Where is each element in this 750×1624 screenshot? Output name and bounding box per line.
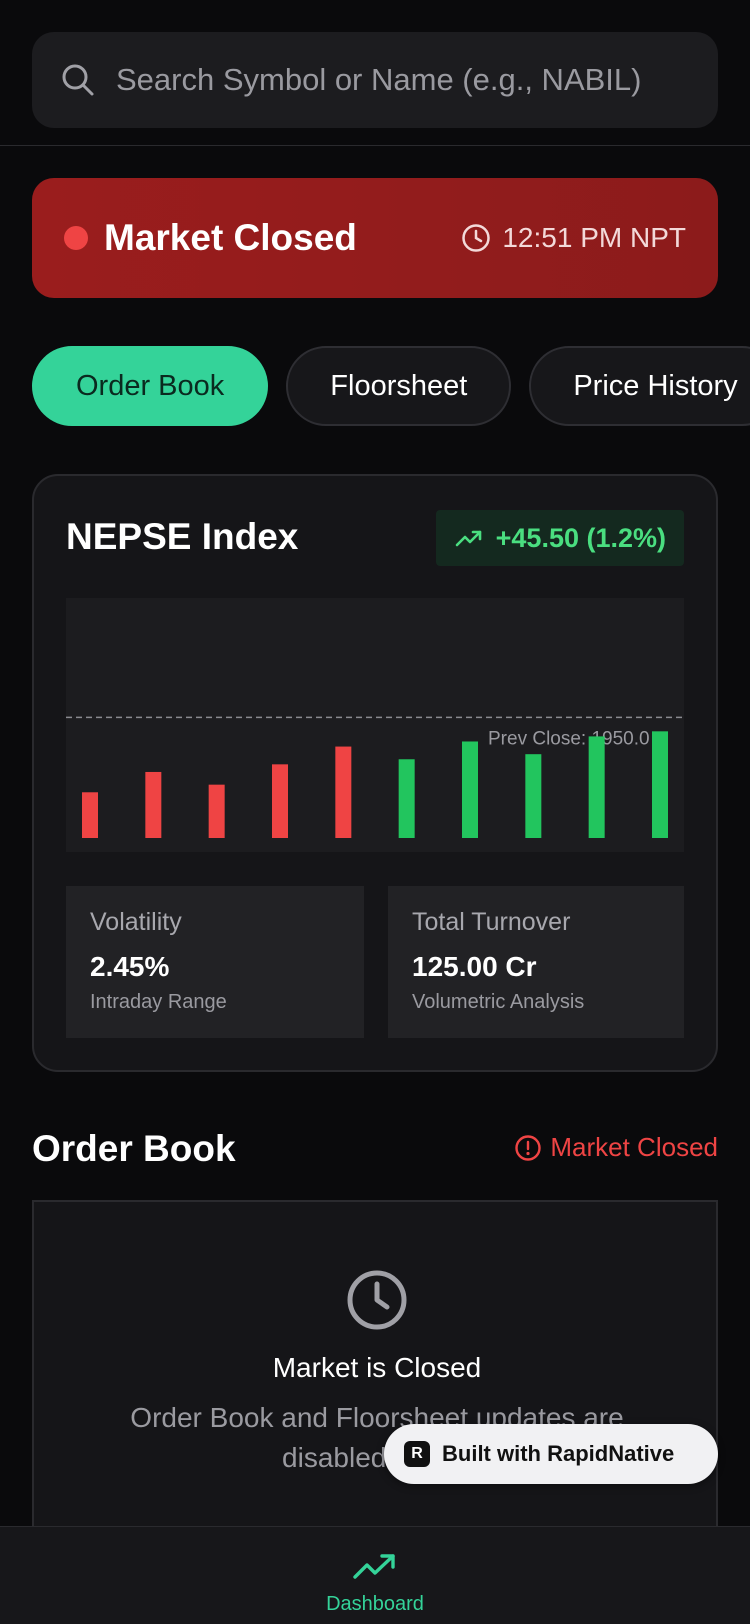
bottom-nav: Dashboard <box>0 1526 750 1624</box>
turnover-value: 125.00 Cr <box>412 951 537 982</box>
alert-circle-icon <box>515 1134 542 1161</box>
index-title: NEPSE Index <box>66 516 299 557</box>
chart-bar <box>272 764 288 838</box>
chart-bar <box>335 746 352 838</box>
tab-price-history[interactable]: Price History <box>529 346 750 426</box>
volatility-stat: Volatility 2.45% Intraday Range <box>66 886 364 1038</box>
chart-bar <box>82 792 98 838</box>
tab-bar: Order Book Floorsheet Price History <box>32 346 750 426</box>
change-value: +45.50 (1.2%) <box>495 522 666 553</box>
nav-item-dashboard[interactable]: Dashboard <box>275 1551 475 1616</box>
change-badge: +45.50 (1.2%) <box>435 510 684 566</box>
chart-bar <box>145 771 162 838</box>
search-box[interactable] <box>32 32 718 128</box>
chart-svg: Prev Close: 1950.0 <box>66 716 684 838</box>
market-time: 12:51 PM NPT <box>460 222 686 254</box>
turnover-stat: Total Turnover 125.00 Cr Volumetric Anal… <box>388 886 684 1038</box>
chart-bar <box>208 784 225 838</box>
chart-bar <box>462 741 478 838</box>
closed-title: Market is Closed <box>272 1352 482 1383</box>
turnover-label: Total Turnover <box>412 908 571 936</box>
chart-bar <box>588 736 605 838</box>
chart-bar <box>398 759 415 838</box>
chart-bar <box>525 754 542 838</box>
status-dot <box>64 226 88 250</box>
order-book-status: Market Closed <box>514 1132 718 1163</box>
order-book-status-text: Market Closed <box>550 1132 718 1162</box>
search-bar-container <box>0 0 750 146</box>
volatility-sub: Intraday Range <box>90 991 227 1013</box>
index-card: NEPSE Index +45.50 (1.2%) Prev Close: 19… <box>32 474 718 1072</box>
market-status-title: Market Closed <box>104 217 357 258</box>
market-time-text: 12:51 PM NPT <box>502 222 686 253</box>
turnover-sub: Volumetric Analysis <box>412 991 585 1013</box>
clock-icon <box>347 1270 407 1330</box>
order-book-title: Order Book <box>32 1128 236 1169</box>
trending-up-icon <box>455 530 481 547</box>
built-with-badge[interactable]: R Built with RapidNative <box>384 1424 718 1484</box>
tab-floorsheet[interactable]: Floorsheet <box>286 346 512 426</box>
volatility-label: Volatility <box>90 908 182 936</box>
clock-icon <box>462 224 491 252</box>
chart-bar <box>652 731 668 838</box>
volatility-value: 2.45% <box>90 951 170 982</box>
order-book-panel: Market is Closed Order Book and Floorshe… <box>32 1200 718 1540</box>
tab-order-book[interactable]: Order Book <box>32 346 269 426</box>
search-icon <box>58 60 98 100</box>
nav-label-dashboard: Dashboard <box>326 1593 424 1615</box>
market-status-banner: Market Closed 12:51 PM NPT <box>32 178 718 298</box>
search-input[interactable] <box>116 62 696 98</box>
intraday-chart: Prev Close: 1950.0 <box>66 598 684 852</box>
rapidnative-logo: R <box>404 1441 430 1467</box>
built-with-text: Built with RapidNative <box>442 1441 675 1466</box>
trending-up-icon <box>353 1554 395 1579</box>
prev-close-label: Prev Close: 1950.0 <box>488 728 650 749</box>
